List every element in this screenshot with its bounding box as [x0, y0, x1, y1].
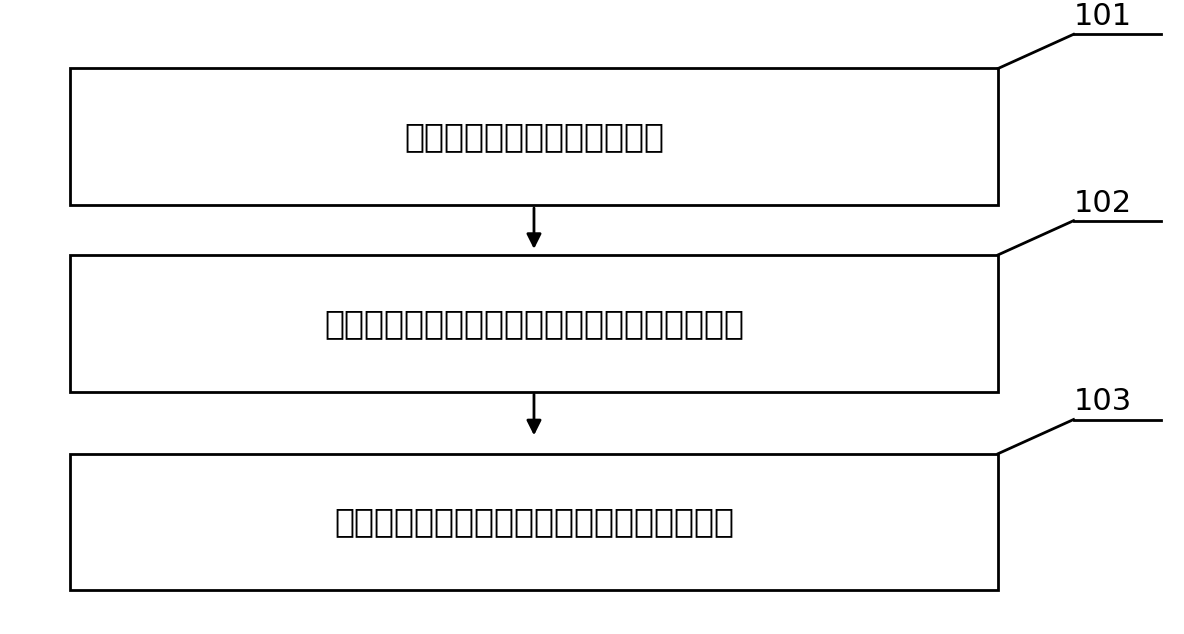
Bar	[70, 454, 998, 590]
Bar	[70, 68, 998, 205]
Text: 101: 101	[1074, 2, 1132, 31]
Text: 102: 102	[1074, 188, 1132, 217]
Text: 检查输入网表是否会有特殊环路导致方程组无解: 检查输入网表是否会有特殊环路导致方程组无解	[324, 307, 744, 340]
Text: 根据器件的连接关系构建容器: 根据器件的连接关系构建容器	[404, 120, 664, 153]
Text: 103: 103	[1074, 387, 1132, 417]
Bar	[70, 255, 998, 392]
Text: 检查优化是否会形成特殊环路导致方程组无解: 检查优化是否会形成特殊环路导致方程组无解	[334, 505, 734, 538]
